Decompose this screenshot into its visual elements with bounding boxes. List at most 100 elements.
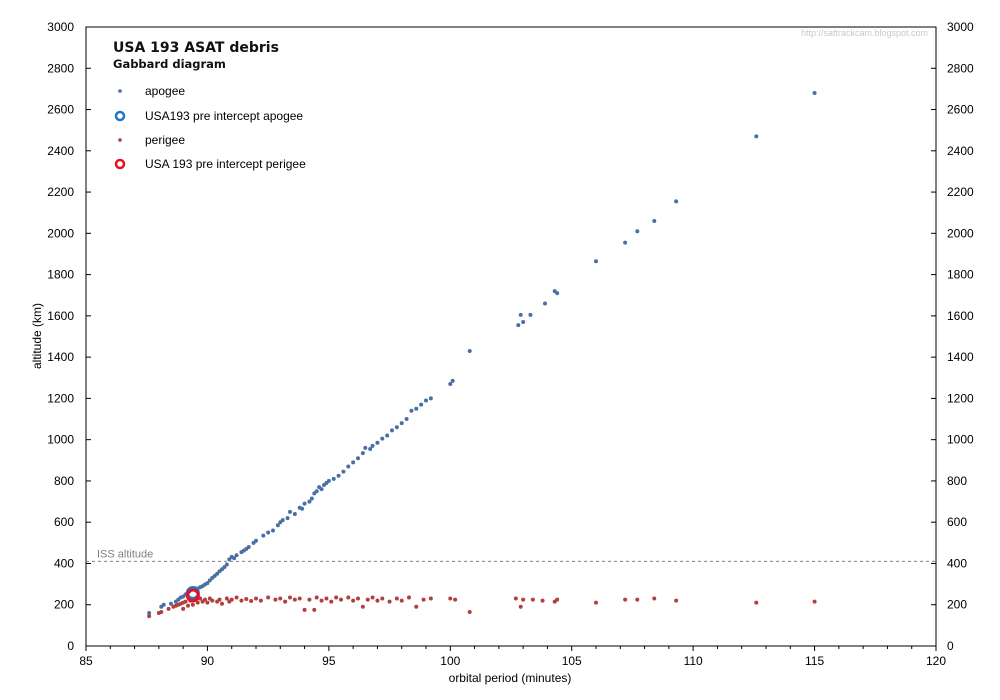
y-tick-label-left: 2200 <box>47 185 74 199</box>
x-tick-label: 115 <box>805 654 824 668</box>
apogee-point <box>326 478 331 483</box>
apogee-point <box>404 417 409 422</box>
perigee-point <box>428 596 433 601</box>
apogee-point <box>521 320 526 325</box>
apogee-point <box>300 506 305 511</box>
perigee-point <box>203 597 207 602</box>
apogee-point <box>543 301 547 306</box>
y-tick-label-left: 600 <box>54 515 74 529</box>
perigee-point <box>635 597 640 602</box>
perigee-point <box>195 600 200 605</box>
y-axis-label: altitude (km) <box>30 303 44 369</box>
apogee-point <box>385 433 390 438</box>
apogee-point <box>169 601 173 606</box>
perigee-point <box>324 596 329 601</box>
perigee-point <box>254 596 258 601</box>
perigee-point <box>302 607 307 612</box>
perigee-point <box>530 597 535 602</box>
apogee-point <box>356 456 360 461</box>
apogee-point <box>227 557 232 562</box>
perigee-point <box>467 609 472 614</box>
perigee-point <box>346 595 351 600</box>
apogee-point <box>448 381 453 386</box>
x-axis-label: orbital period (minutes) <box>449 671 572 685</box>
apogee-point <box>346 464 351 469</box>
perigee-point <box>365 597 370 602</box>
perigee-point <box>407 595 411 600</box>
apogee-point <box>232 556 237 561</box>
perigee-point <box>448 596 453 601</box>
apogee-point <box>271 528 275 533</box>
y-tick-label-left: 3000 <box>47 20 74 34</box>
apogee-point <box>450 378 455 383</box>
x-tick-label: 100 <box>440 654 460 668</box>
apogee-point <box>652 218 657 223</box>
apogee-point <box>623 240 628 245</box>
y-tick-label-left: 2600 <box>47 103 74 117</box>
y-tick-label-right: 1400 <box>947 350 974 364</box>
perigee-point <box>314 595 319 600</box>
chart-subtitle: Gabbard diagram <box>113 57 226 71</box>
perigee-point <box>540 598 545 603</box>
iss-altitude-label: ISS altitude <box>97 548 153 560</box>
legend-marker <box>114 110 126 122</box>
apogee-point <box>161 602 166 607</box>
apogee-point <box>370 443 375 448</box>
apogee-point <box>419 402 424 407</box>
perigee-point <box>266 595 271 600</box>
perigee-point <box>166 606 171 611</box>
perigee-point <box>278 596 283 601</box>
apogee-point <box>292 511 297 516</box>
perigee-point <box>181 606 186 611</box>
y-tick-label-left: 1200 <box>47 391 74 405</box>
apogee-point <box>288 509 292 514</box>
x-tick-label: 90 <box>201 654 215 668</box>
perigee-point <box>258 598 263 603</box>
y-tick-label-right: 2800 <box>947 61 974 75</box>
usa-193-pre-intercept-perigee-point <box>185 588 200 603</box>
legend-marker <box>114 158 126 170</box>
perigee-point <box>674 598 679 603</box>
legend-label: USA 193 pre intercept perigee <box>145 157 306 171</box>
perigee-point <box>339 597 343 602</box>
legend-marker <box>118 89 122 93</box>
y-tick-label-right: 2000 <box>947 226 974 240</box>
apogee-point <box>368 446 373 451</box>
x-tick-label: 95 <box>322 654 336 668</box>
apogee-point <box>285 516 290 521</box>
perigee-point <box>186 603 190 608</box>
perigee-point <box>521 597 526 602</box>
perigee-point <box>288 595 292 600</box>
apogee-point <box>147 610 152 615</box>
perigee-point <box>421 597 426 602</box>
perigee-point <box>307 597 312 602</box>
y-tick-label-right: 2600 <box>947 103 974 117</box>
perigee-point <box>239 598 244 603</box>
apogee-point <box>254 538 258 543</box>
perigee-point <box>147 614 152 619</box>
apogee-point <box>674 199 679 204</box>
y-tick-label-left: 0 <box>67 639 74 653</box>
perigee-point <box>273 597 278 602</box>
perigee-point <box>190 602 195 607</box>
y-tick-label-right: 1000 <box>947 433 974 447</box>
perigee-point <box>234 595 239 600</box>
perigee-point <box>205 600 210 605</box>
perigee-point <box>329 599 334 604</box>
y-tick-label-left: 800 <box>54 474 74 488</box>
perigee-point <box>312 607 317 612</box>
y-tick-label-right: 200 <box>947 598 967 612</box>
perigee-point <box>249 599 254 604</box>
apogee-point <box>205 581 210 586</box>
apogee-point <box>360 451 365 456</box>
y-tick-label-left: 2000 <box>47 226 74 240</box>
apogee-point <box>302 501 307 506</box>
apogee-point <box>275 523 280 528</box>
x-tick-label: 120 <box>926 654 946 668</box>
apogee-point <box>309 496 314 501</box>
chart-title: USA 193 ASAT debris <box>113 40 279 56</box>
apogee-point <box>414 406 419 411</box>
legend-label: apogee <box>145 84 185 98</box>
apogee-point <box>207 578 212 583</box>
